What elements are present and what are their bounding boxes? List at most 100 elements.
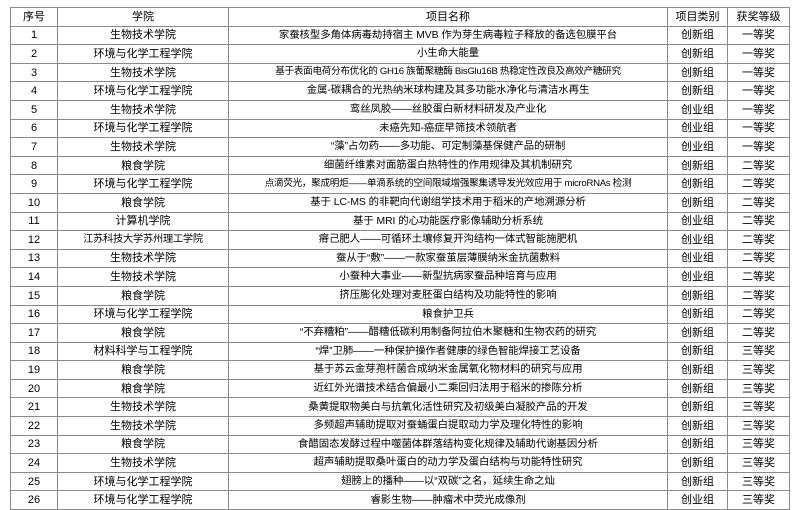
table-row: 13 生物技术学院 蚕从于“敷”——一款家蚕茧层薄膜纳米金抗菌敷料 创业组 二等奖 bbox=[10, 248, 790, 269]
table-row: 7 生物技术学院 “藻”占勿药——多功能、可定制藻基保健产品的研制 创业组 一等奖 bbox=[10, 137, 790, 157]
award-list-table: 序号 学院 项目名称 项目类别 获奖等级 1 生物技术学院 家蚕核型多角体病毒劫持宿… bbox=[10, 7, 790, 510]
cell-project: 食醋固态发酵过程中噬菌体群落结构变化规律及辅助代谢基因分析 bbox=[228, 434, 668, 455]
cell-level: 三等奖 bbox=[727, 378, 790, 399]
cell-category: 创新组 bbox=[667, 81, 728, 101]
cell-college: 粮食学院 bbox=[57, 155, 229, 176]
cell-index: 15 bbox=[10, 285, 58, 306]
cell-category: 创新组 bbox=[667, 285, 728, 306]
award-table-container: 序号 学院 项目名称 项目类别 获奖等级 1 生物技术学院 家蚕核型多角体病毒劫持宿… bbox=[10, 7, 790, 510]
cell-index: 16 bbox=[10, 304, 58, 325]
table-row: 3 生物技术学院 基于表面电荷分布优化的 GH16 族葡聚糖酶 BisGlu16B … bbox=[10, 62, 790, 83]
cell-category: 创新组 bbox=[667, 378, 728, 399]
cell-index: 5 bbox=[10, 99, 58, 120]
cell-project: 蚕从于“敷”——一款家蚕茧层薄膜纳米金抗菌敷料 bbox=[228, 248, 668, 269]
cell-project: 基于 LC-MS 的非靶向代谢组学技术用于稻米的产地溯源分析 bbox=[228, 192, 668, 213]
cell-level: 三等奖 bbox=[727, 416, 790, 436]
cell-category: 创新组 bbox=[667, 62, 728, 83]
column-header-project: 项目名称 bbox=[228, 7, 668, 27]
cell-category: 创新组 bbox=[667, 25, 728, 46]
cell-level: 一等奖 bbox=[727, 137, 790, 157]
cell-level: 一等奖 bbox=[727, 62, 790, 83]
cell-college: 生物技术学院 bbox=[57, 453, 229, 473]
cell-category: 创新组 bbox=[667, 471, 728, 492]
cell-college: 环境与化学工程学院 bbox=[57, 174, 229, 194]
cell-project: “不弃糟粕”——醋糟低碳利用制备阿拉伯木聚糖和生物农药的研究 bbox=[228, 323, 668, 343]
cell-category: 创新组 bbox=[667, 155, 728, 176]
cell-index: 8 bbox=[10, 155, 58, 176]
cell-category: 创业组 bbox=[667, 137, 728, 157]
table-row: 25 环境与化学工程学院 翅膀上的播种——以“双碳”之名，延续生命之灿 创新组 三等奖 bbox=[10, 471, 790, 492]
cell-project: 基于苏云金芽孢杆菌合成纳米金属氧化物材料的研究与应用 bbox=[228, 360, 668, 380]
table-row: 22 生物技术学院 多频超声辅助提取对蚕蛹蛋白提取动力学及理化特性的影响 创新组 三等奖 bbox=[10, 416, 790, 436]
cell-college: 粮食学院 bbox=[57, 360, 229, 380]
cell-category: 创新组 bbox=[667, 44, 728, 64]
cell-project: 多频超声辅助提取对蚕蛹蛋白提取动力学及理化特性的影响 bbox=[228, 416, 668, 436]
table-row: 4 环境与化学工程学院 金属-碳耦合的光热纳米球构建及其多功能水净化与清洁水再生 创新… bbox=[10, 81, 790, 101]
cell-level: 一等奖 bbox=[727, 25, 790, 46]
table-row: 9 环境与化学工程学院 点滴荧光，聚成明炬——单滴系统的空间限域增强聚集诱导发光效应… bbox=[10, 174, 790, 194]
cell-level: 二等奖 bbox=[727, 174, 790, 194]
cell-level: 二等奖 bbox=[727, 211, 790, 232]
table-row: 8 粮食学院 细菌纤维素对面筋蛋白热特性的作用规律及其机制研究 创新组 二等奖 bbox=[10, 155, 790, 176]
cell-category: 创业组 bbox=[667, 248, 728, 269]
cell-level: 三等奖 bbox=[727, 490, 790, 510]
cell-college: 计算机学院 bbox=[57, 211, 229, 232]
cell-index: 21 bbox=[10, 397, 58, 418]
table-row: 17 粮食学院 “不弃糟粕”——醋糟低碳利用制备阿拉伯木聚糖和生物农药的研究 创新组二… bbox=[10, 323, 790, 343]
cell-college: 生物技术学院 bbox=[57, 99, 229, 120]
cell-project: 超声辅助提取桑叶蛋白的动力学及蛋白结构与功能特性研究 bbox=[228, 453, 668, 473]
cell-index: 19 bbox=[10, 360, 58, 380]
cell-college: 粮食学院 bbox=[57, 323, 229, 343]
cell-category: 创新组 bbox=[667, 192, 728, 213]
cell-project: 金属-碳耦合的光热纳米球构建及其多功能水净化与清洁水再生 bbox=[228, 81, 668, 101]
cell-project: “藻”占勿药——多功能、可定制藻基保健产品的研制 bbox=[228, 137, 668, 157]
table-row: 21 生物技术学院 桑黄提取物美白与抗氧化活性研究及初级美白凝胶产品的开发 创新组 三等… bbox=[10, 397, 790, 418]
cell-college: 江苏科技大学苏州理工学院 bbox=[57, 230, 229, 250]
table-row: 23 粮食学院 食醋固态发酵过程中噬菌体群落结构变化规律及辅助代谢基因分析 创新组 三等… bbox=[10, 434, 790, 455]
cell-college: 环境与化学工程学院 bbox=[57, 304, 229, 325]
cell-index: 9 bbox=[10, 174, 58, 194]
cell-level: 二等奖 bbox=[727, 230, 790, 250]
column-header-category: 项目类别 bbox=[667, 7, 728, 27]
cell-category: 创业组 bbox=[667, 211, 728, 232]
cell-level: 二等奖 bbox=[727, 285, 790, 306]
cell-index: 1 bbox=[10, 25, 58, 46]
cell-category: 创业组 bbox=[667, 267, 728, 287]
cell-project: “焊”卫肺——一种保护操作者健康的绿色智能焊接工艺设备 bbox=[228, 341, 668, 362]
cell-index: 6 bbox=[10, 118, 58, 139]
cell-college: 生物技术学院 bbox=[57, 416, 229, 436]
cell-index: 26 bbox=[10, 490, 58, 510]
cell-level: 一等奖 bbox=[727, 44, 790, 64]
cell-index: 2 bbox=[10, 44, 58, 64]
cell-category: 创新组 bbox=[667, 323, 728, 343]
table-row: 24 生物技术学院 超声辅助提取桑叶蛋白的动力学及蛋白结构与功能特性研究 创新组 三等奖 bbox=[10, 453, 790, 473]
cell-college: 环境与化学工程学院 bbox=[57, 44, 229, 64]
cell-category: 创新组 bbox=[667, 397, 728, 418]
cell-index: 4 bbox=[10, 81, 58, 101]
cell-index: 7 bbox=[10, 137, 58, 157]
cell-level: 三等奖 bbox=[727, 360, 790, 380]
table-row: 26 环境与化学工程学院 睿影生物——肿瘤术中荧光成像剂 创业组 三等奖 bbox=[10, 490, 790, 510]
cell-college: 生物技术学院 bbox=[57, 62, 229, 83]
cell-index: 18 bbox=[10, 341, 58, 362]
cell-category: 创新组 bbox=[667, 341, 728, 362]
cell-college: 材料科学与工程学院 bbox=[57, 341, 229, 362]
cell-index: 20 bbox=[10, 378, 58, 399]
table-row: 19 粮食学院 基于苏云金芽孢杆菌合成纳米金属氧化物材料的研究与应用 创新组 三等奖 bbox=[10, 360, 790, 380]
cell-level: 二等奖 bbox=[727, 267, 790, 287]
cell-level: 二等奖 bbox=[727, 155, 790, 176]
table-row: 10 粮食学院 基于 LC-MS 的非靶向代谢组学技术用于稻米的产地溯源分析 创新组二… bbox=[10, 192, 790, 213]
cell-level: 三等奖 bbox=[727, 434, 790, 455]
cell-college: 粮食学院 bbox=[57, 378, 229, 399]
cell-college: 环境与化学工程学院 bbox=[57, 490, 229, 510]
cell-category: 创新组 bbox=[667, 174, 728, 194]
cell-index: 23 bbox=[10, 434, 58, 455]
cell-college: 环境与化学工程学院 bbox=[57, 81, 229, 101]
cell-category: 创新组 bbox=[667, 453, 728, 473]
cell-index: 14 bbox=[10, 267, 58, 287]
cell-project: 小蚕种大事业——新型抗病家蚕品种培育与应用 bbox=[228, 267, 668, 287]
cell-category: 创新组 bbox=[667, 416, 728, 436]
cell-category: 创新组 bbox=[667, 304, 728, 325]
table-body: 1 生物技术学院 家蚕核型多角体病毒劫持宿主 MVB 作为芽生病毒粒子释放的备选包膜… bbox=[10, 25, 790, 510]
cell-college: 环境与化学工程学院 bbox=[57, 118, 229, 139]
